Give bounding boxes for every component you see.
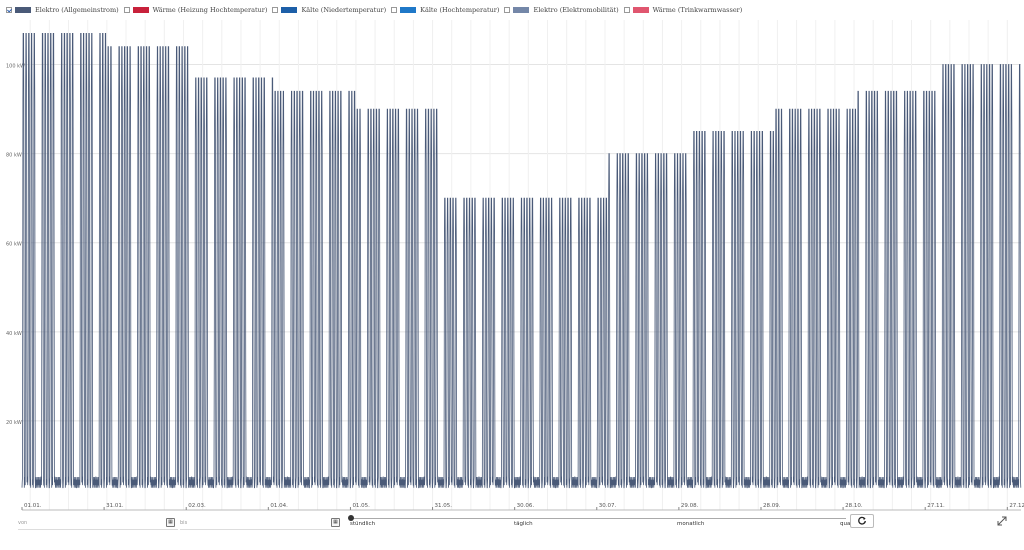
legend-swatch <box>513 7 530 13</box>
y-tick-label: 60 kW <box>6 242 22 248</box>
y-tick-label: 80 kW <box>6 153 22 159</box>
resolution-hourly[interactable]: stündlich <box>350 521 376 527</box>
legend-item[interactable]: Elektro (Elektromobilität) <box>504 6 619 14</box>
legend-checkbox[interactable] <box>6 7 12 13</box>
line-chart: 20 kW 40 kW 60 kW 80 kW 100 kW 01.01. 31.01. 02… <box>6 20 1024 511</box>
legend-swatch <box>132 7 149 13</box>
resolution-slider-thumb[interactable] <box>348 515 354 521</box>
legend-item[interactable]: Kälte (Niedertemperatur) <box>272 6 386 14</box>
calendar-icon[interactable]: ▦ <box>166 518 175 527</box>
chart-legend: Elektro (Allgemeinstrom) Wärme (Heizung H… <box>6 3 747 17</box>
expand-icon[interactable] <box>996 515 1008 527</box>
to-underline <box>180 529 340 530</box>
x-tick-label: 29.08. <box>681 503 699 509</box>
resolution-slider-track[interactable] <box>351 518 846 519</box>
x-tick-label: 30.06. <box>517 503 535 509</box>
x-tick-label: 01.05. <box>352 503 370 509</box>
legend-swatch <box>15 7 31 13</box>
legend-swatch <box>632 7 649 13</box>
resolution-daily[interactable]: täglich <box>514 521 533 527</box>
reset-button[interactable] <box>850 514 874 528</box>
legend-checkbox[interactable] <box>123 7 130 13</box>
legend-swatch <box>281 7 298 13</box>
legend-item[interactable]: Wärme (Heizung Hochtemperatur) <box>123 6 268 14</box>
legend-checkbox[interactable] <box>623 7 630 13</box>
legend-item[interactable]: Kälte (Hochtemperatur) <box>391 6 499 14</box>
legend-label: Elektro (Allgemeinstrom) <box>35 6 119 14</box>
y-tick-label: 40 kW <box>6 331 22 337</box>
x-tick-label: 31.01. <box>106 503 124 509</box>
y-tick-label: 100 kW <box>6 64 25 70</box>
legend-item[interactable]: Elektro (Allgemeinstrom) <box>6 6 119 14</box>
to-label: bis <box>180 520 188 526</box>
resolution-quarterly[interactable]: quar <box>840 521 853 527</box>
legend-label: Elektro (Elektromobilität) <box>533 6 619 14</box>
legend-swatch <box>400 7 417 13</box>
to-date-field[interactable]: bis ▦ <box>180 518 340 530</box>
from-label: von <box>18 520 28 526</box>
x-tick-label: 01.01. <box>24 503 42 509</box>
legend-checkbox[interactable] <box>504 7 511 13</box>
x-tick-label: 30.07. <box>599 503 617 509</box>
resolution-monthly[interactable]: monatlich <box>677 521 705 527</box>
x-tick-label: 02.03. <box>188 503 206 509</box>
legend-item[interactable]: Wärme (Trinkwarmwasser) <box>623 6 743 14</box>
control-bar: von ▦ bis ▦ stündlich täglich monatlich … <box>0 512 1024 550</box>
legend-label: Wärme (Heizung Hochtemperatur) <box>152 6 268 14</box>
x-tick-label: 28.09. <box>763 503 781 509</box>
x-tick-label: 01.04. <box>270 503 288 509</box>
legend-checkbox[interactable] <box>272 7 279 13</box>
from-date-field[interactable]: von ▦ <box>18 518 178 530</box>
legend-label: Kälte (Niedertemperatur) <box>301 6 387 14</box>
x-tick-label: 27.11. <box>927 503 945 509</box>
x-tick-label: 27.12. <box>1009 503 1024 509</box>
y-tick-label: 20 kW <box>6 420 22 426</box>
x-tick-label: 31.05. <box>435 503 453 509</box>
reset-icon <box>858 516 866 525</box>
legend-checkbox[interactable] <box>391 7 398 13</box>
series-line-elektro-allgemeinstrom <box>21 33 1022 489</box>
x-tick-label: 28.10. <box>845 503 863 509</box>
from-underline <box>18 529 178 530</box>
legend-label: Wärme (Trinkwarmwasser) <box>652 6 743 14</box>
calendar-icon[interactable]: ▦ <box>331 518 340 527</box>
legend-label: Kälte (Hochtemperatur) <box>420 6 500 14</box>
